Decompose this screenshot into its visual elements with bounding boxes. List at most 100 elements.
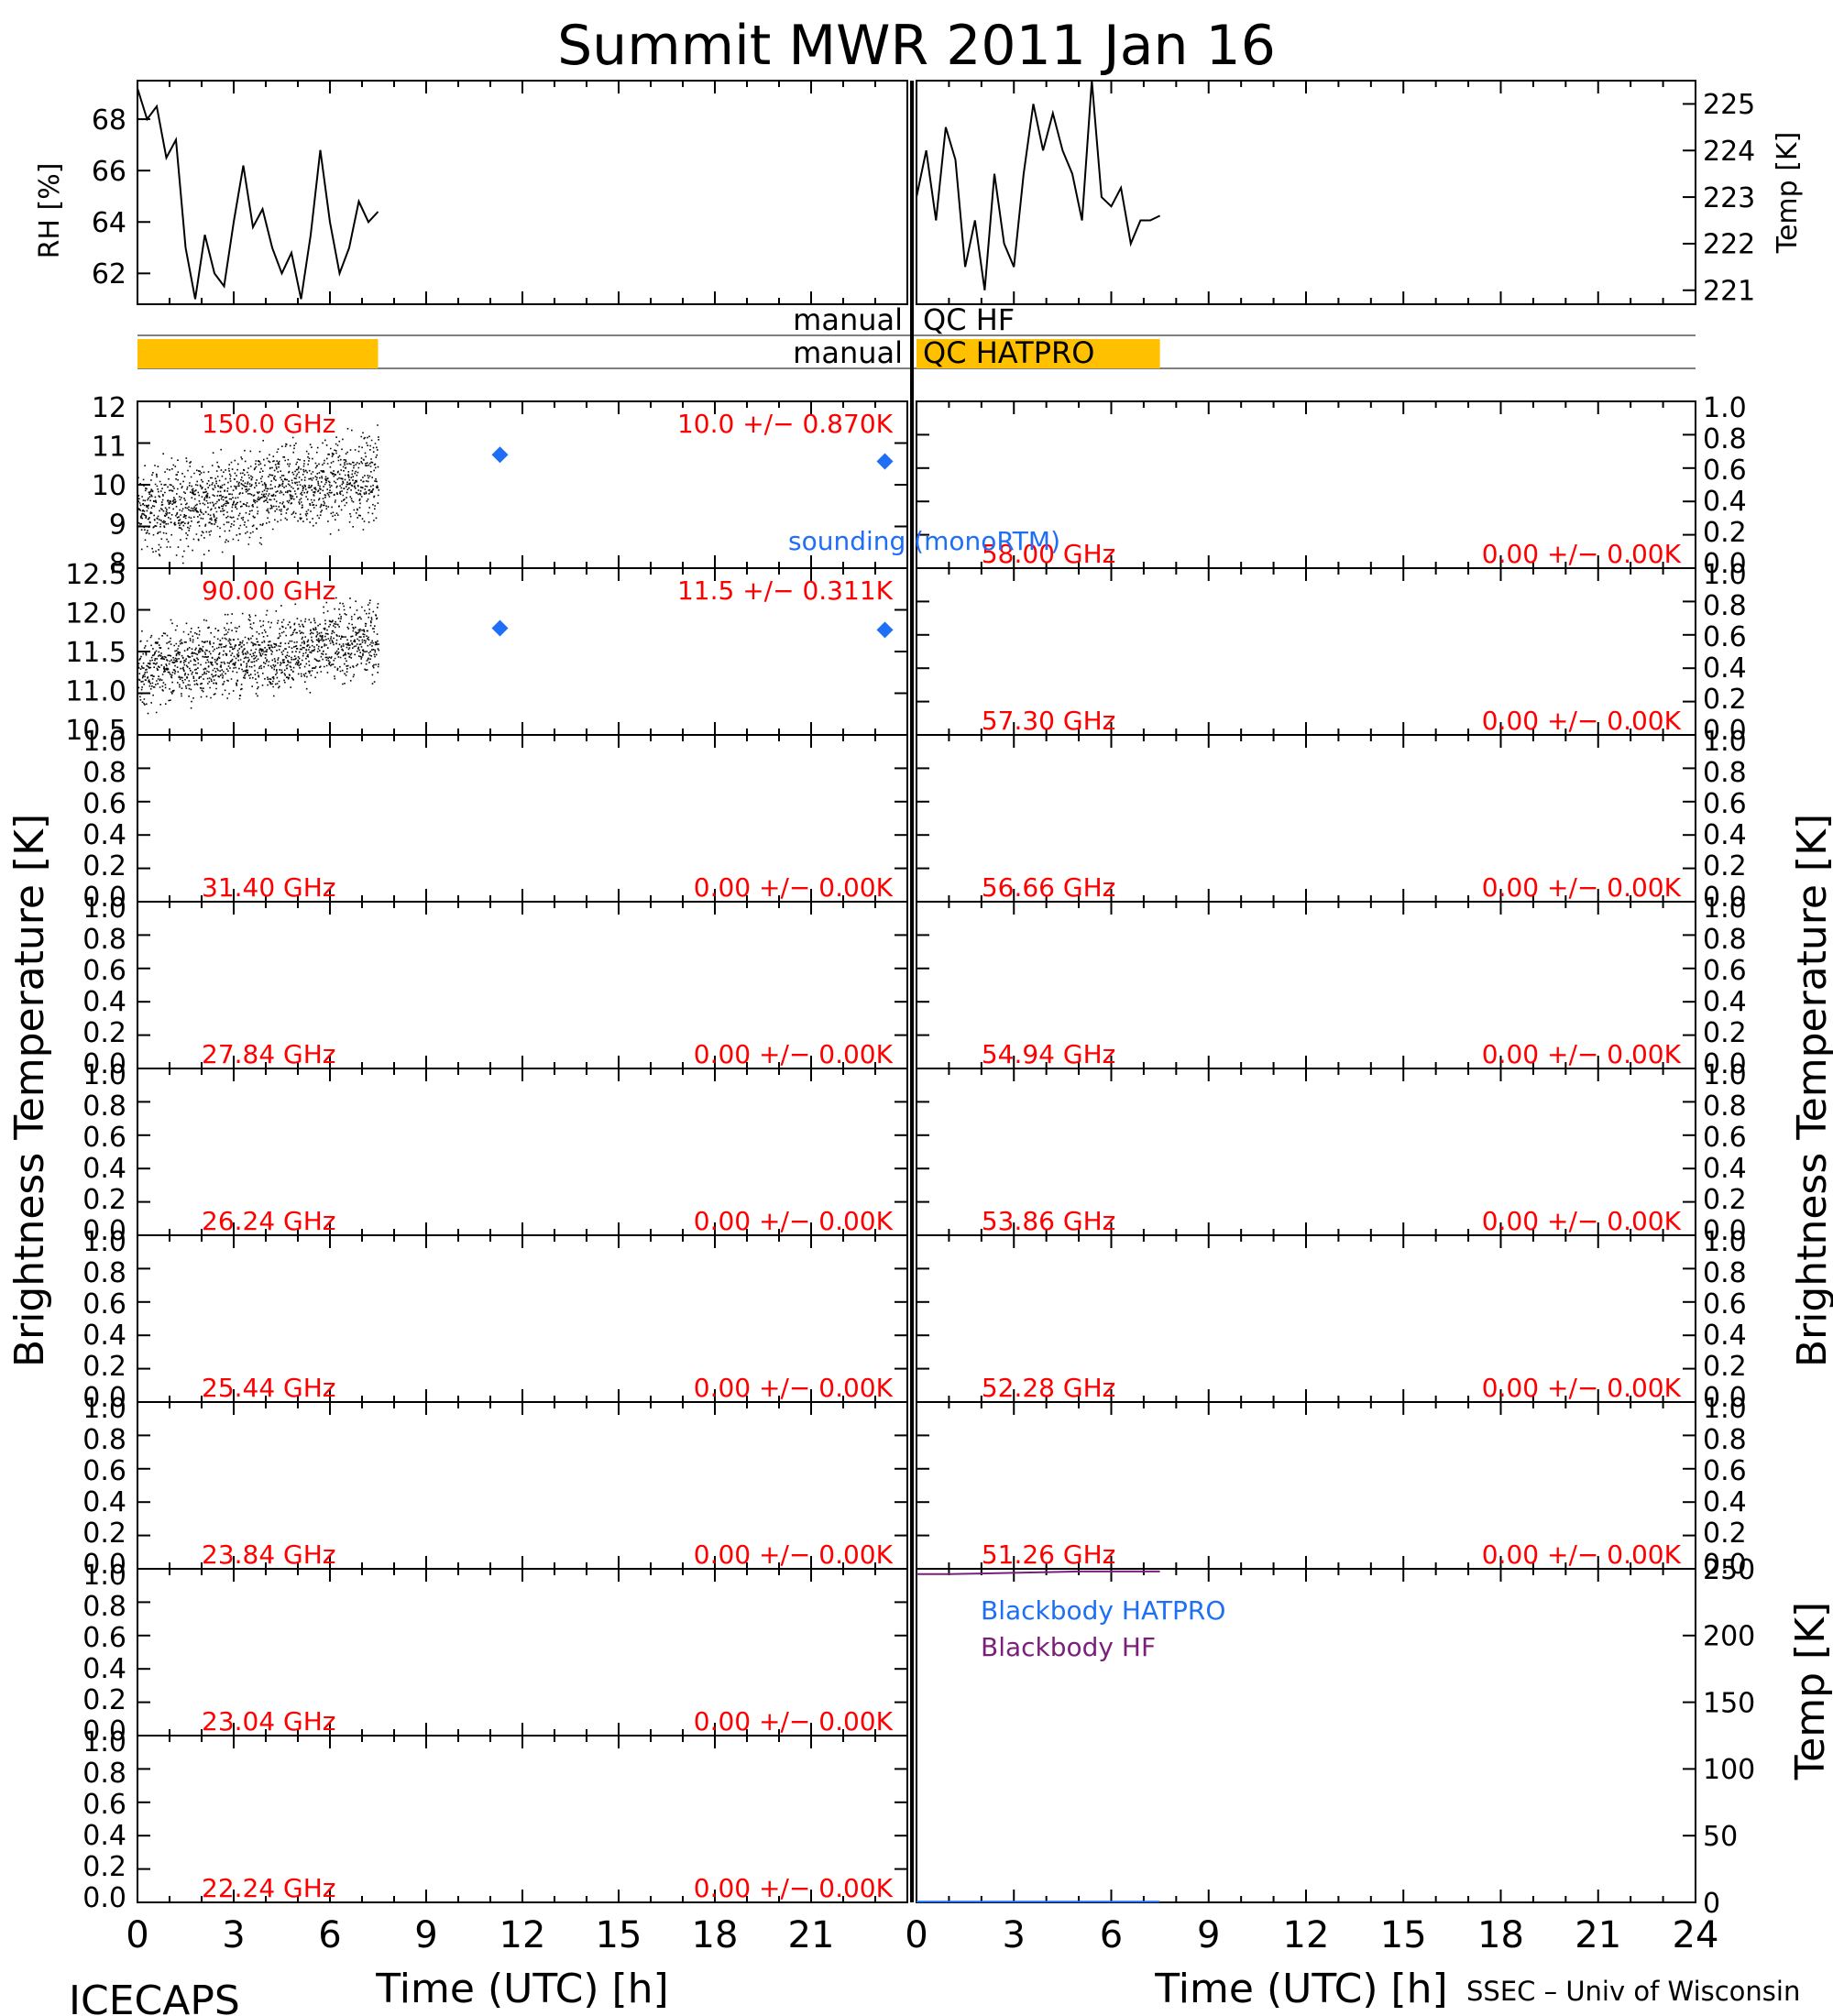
stats-label: 11.5 +/− 0.311K <box>677 575 894 606</box>
y-tick-label: 1.0 <box>1703 1059 1747 1091</box>
y-tick-label: 0.2 <box>82 1017 126 1049</box>
y-tick-label: 0.8 <box>82 924 126 956</box>
y-tick-label: 0.0 <box>82 1882 126 1914</box>
y-tick-label: 0.2 <box>1703 850 1747 882</box>
y-tick-label: 68 <box>92 104 126 137</box>
y-tick-label: 12 <box>92 392 126 424</box>
y-tick-label: 10 <box>92 470 126 502</box>
y-tick-label: 0.6 <box>82 1455 126 1487</box>
stats-label: 0.00 +/− 0.00K <box>1482 872 1682 903</box>
y-tick-label: 0.6 <box>1703 955 1747 987</box>
y-tick-label: 0.2 <box>1703 1351 1747 1383</box>
y-tick-label: 0.0 <box>1703 882 1747 914</box>
y-tick-label: 0.4 <box>82 1320 126 1352</box>
y-tick-label: 11 <box>92 431 126 463</box>
y-tick-label: 0.6 <box>1703 1122 1747 1154</box>
y-tick-label: 0.6 <box>82 1288 126 1320</box>
y-tick-label: 224 <box>1703 136 1755 168</box>
frequency-label: 57.30 GHz <box>982 706 1116 736</box>
x-tick-label: 21 <box>1575 1914 1621 1956</box>
y-tick-label: 0.4 <box>1703 1486 1747 1518</box>
frequency-label: 22.24 GHz <box>202 1873 336 1903</box>
y-tick-label: 0.0 <box>1703 1549 1747 1581</box>
y-tick-label: 0.0 <box>82 1048 126 1080</box>
y-tick-label: 1.0 <box>82 1560 126 1592</box>
frequency-label: 31.40 GHz <box>202 872 336 903</box>
y-tick-label: 0.2 <box>82 1184 126 1216</box>
y-tick-label: 0.8 <box>1703 423 1747 455</box>
y-tick-label: 0.4 <box>82 819 126 851</box>
temp-series-line <box>916 80 1161 290</box>
y-tick-label: 62 <box>92 258 126 290</box>
y-tick-label: 222 <box>1703 229 1755 261</box>
frequency-label: 150.0 GHz <box>202 409 336 439</box>
y-tick-label: 1.0 <box>1703 726 1747 758</box>
frequency-label: 54.94 GHz <box>982 1039 1116 1069</box>
stats-label: 10.0 +/− 0.870K <box>677 409 894 439</box>
y-tick-label: 0.8 <box>1703 757 1747 789</box>
y-tick-label: 250 <box>1703 1554 1755 1586</box>
y-tick-label: 0.8 <box>1703 1090 1747 1123</box>
y-tick-label: 0.4 <box>1703 486 1747 518</box>
y-tick-label: 0.0 <box>1703 548 1747 580</box>
y-tick-label: 0.0 <box>1703 1048 1747 1080</box>
y-tick-label: 0.0 <box>82 1215 126 1247</box>
y-tick-label: 0.6 <box>82 955 126 987</box>
y-tick-label: 0.4 <box>82 1486 126 1518</box>
rh-axis-label: RH [%] <box>34 163 66 259</box>
y-tick-label: 66 <box>92 156 126 188</box>
frequency-label: 53.86 GHz <box>982 1206 1116 1236</box>
y-tick-label: 0.4 <box>1703 652 1747 685</box>
y-tick-label: 0.6 <box>82 788 126 820</box>
blackbody-series-line <box>916 1570 1160 1575</box>
frequency-label: 90.00 GHz <box>202 575 336 606</box>
x-tick-label: 12 <box>1283 1914 1330 1956</box>
x-tick-label: 0 <box>905 1914 927 1956</box>
y-tick-label: 1.0 <box>82 893 126 925</box>
y-tick-label: 0.0 <box>1703 715 1747 747</box>
y-tick-label: 0.6 <box>82 1622 126 1654</box>
frequency-label: 52.28 GHz <box>982 1373 1116 1403</box>
y-tick-label: 200 <box>1703 1621 1755 1653</box>
y-tick-label: 0.8 <box>82 1257 126 1289</box>
y-tick-label: 0.2 <box>1703 1517 1747 1550</box>
y-tick-label: 0.8 <box>82 757 126 789</box>
y-tick-label: 1.0 <box>1703 1393 1747 1425</box>
y-tick-label: 0.4 <box>1703 986 1747 1018</box>
x-tick-label: 3 <box>1003 1914 1026 1956</box>
frequency-label: 26.24 GHz <box>202 1206 336 1236</box>
y-tick-label: 150 <box>1703 1687 1755 1719</box>
y-tick-label: 1.0 <box>1703 1226 1747 1258</box>
stats-label: 0.00 +/− 0.00K <box>1482 539 1682 569</box>
y-tick-label: 0.2 <box>82 1851 126 1883</box>
frequency-label: 23.04 GHz <box>202 1706 336 1737</box>
temp-axis-label-blackbody: Temp [K] <box>1787 1602 1833 1780</box>
y-tick-label: 0.4 <box>1703 819 1747 851</box>
y-tick-label: 11.5 <box>65 637 126 669</box>
sounding-diamond <box>491 619 509 637</box>
x-tick-label: 15 <box>1380 1914 1427 1956</box>
sounding-diamond <box>876 621 894 639</box>
y-tick-label: 0.6 <box>1703 455 1747 487</box>
y-tick-label: 0.4 <box>82 1820 126 1852</box>
footer-right: SSEC – Univ of Wisconsin <box>1466 1976 1800 2007</box>
frequency-label: 27.84 GHz <box>202 1039 336 1069</box>
frequency-label: 58.00 GHz <box>982 539 1116 569</box>
y-tick-label: 0.2 <box>1703 1017 1747 1049</box>
sounding-legend: sounding (monoRTM) <box>788 526 1060 556</box>
y-tick-label: 12.0 <box>65 597 126 630</box>
y-tick-label: 0.6 <box>1703 1455 1747 1487</box>
frequency-label: 51.26 GHz <box>982 1539 1116 1570</box>
stats-label: 0.00 +/− 0.00K <box>694 1039 894 1069</box>
sounding-diamond <box>491 446 509 464</box>
y-tick-label: 8 <box>109 548 126 580</box>
y-tick-label: 0.2 <box>82 1517 126 1550</box>
qc-bar-label: manual <box>793 335 903 370</box>
y-tick-label: 221 <box>1703 276 1755 308</box>
y-tick-label: 223 <box>1703 182 1755 214</box>
x-tick-label: 24 <box>1673 1914 1719 1956</box>
y-tick-label: 0.8 <box>82 1090 126 1123</box>
y-tick-label: 0.6 <box>1703 621 1747 653</box>
y-tick-label: 0.4 <box>1703 1153 1747 1185</box>
